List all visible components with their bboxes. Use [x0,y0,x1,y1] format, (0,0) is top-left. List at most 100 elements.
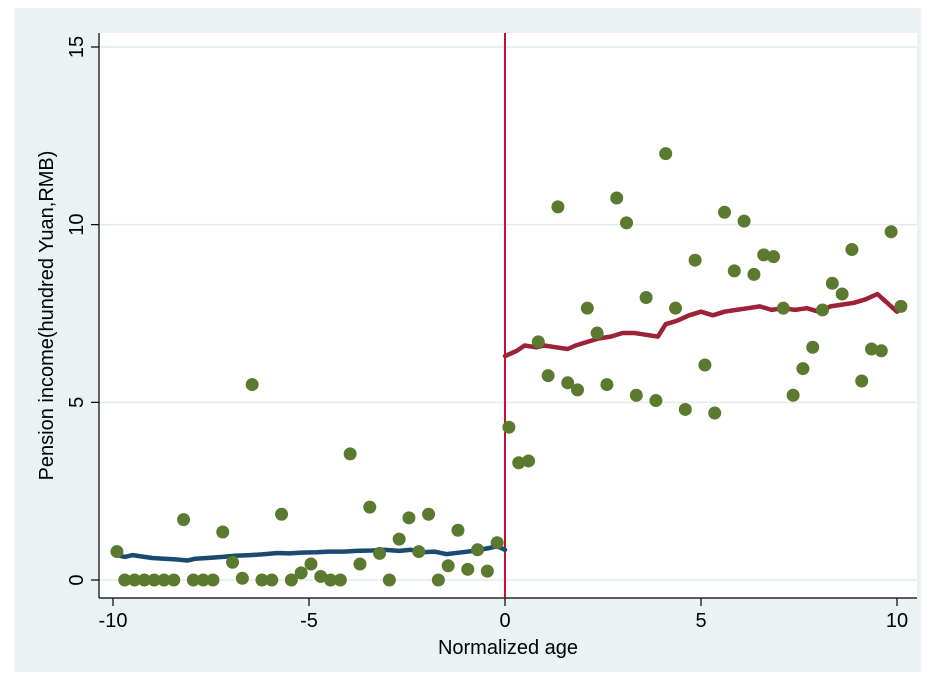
data-point [825,276,839,290]
data-point [157,573,171,587]
data-point [147,573,161,587]
data-point [216,525,230,539]
data-point [522,454,536,468]
x-tick-label: 0 [499,610,510,632]
data-point [235,571,249,585]
data-point [737,214,751,228]
data-point [767,250,781,264]
data-point [304,557,318,571]
data-point [461,562,475,576]
data-point [571,383,585,397]
data-point [884,225,898,239]
data-point [551,200,565,214]
y-tick-label: 15 [66,36,88,58]
y-tick-label: 0 [66,574,88,585]
data-point [502,420,516,434]
data-point [590,326,604,340]
data-point [284,573,298,587]
x-tick-label: -10 [99,610,128,632]
data-points [110,147,908,587]
data-point [333,573,347,587]
data-point [137,573,151,587]
axes [91,33,917,606]
y-axis-title: Pension income(hundred Yuan,RMB) [36,151,58,481]
x-tick-label: 5 [695,610,706,632]
x-axis-title: Normalized age [438,637,578,659]
data-point [382,573,396,587]
data-point [659,147,673,161]
data-point [678,402,692,416]
data-point [431,573,445,587]
data-point [580,301,594,315]
data-point [363,500,377,514]
data-point [747,267,761,281]
data-point [451,523,465,537]
x-tick-label: 10 [886,610,908,632]
x-tick-label: -5 [300,610,318,632]
data-point [314,569,328,583]
data-point [110,545,124,559]
data-point [471,543,485,557]
data-point [226,555,240,569]
data-point [649,394,663,408]
grid-lines [99,46,917,581]
data-point [245,378,259,392]
data-point [255,573,269,587]
data-point [490,536,504,550]
data-point [561,376,575,390]
data-point [688,253,702,267]
data-point [727,264,741,278]
data-point [373,546,387,560]
data-point [480,564,494,578]
data-point [512,456,526,470]
data-point [275,507,289,521]
data-point [669,301,683,315]
tick-labels: 0 5 10 15 -10 -5 0 5 10 [66,36,908,632]
right-fit-line [502,291,900,359]
data-point [835,287,849,301]
left-fit-line [114,543,508,563]
data-point [402,511,416,525]
data-point [531,335,545,349]
data-point [620,216,634,230]
data-point [610,191,624,205]
data-point [874,344,888,358]
data-point [845,243,859,257]
data-point [412,545,426,559]
plot-area [99,33,917,598]
data-point [816,303,830,317]
data-point [324,573,338,587]
data-point [118,573,132,587]
data-point [441,559,455,573]
data-point [294,566,308,580]
data-point [757,248,771,262]
data-point [796,362,810,376]
data-point [186,573,200,587]
data-point [865,342,879,356]
data-point [600,378,614,392]
data-point [167,573,181,587]
data-point [708,406,722,420]
y-tick-label: 5 [66,397,88,408]
data-point [806,340,820,354]
data-point [206,573,220,587]
data-point [541,369,555,383]
data-point [894,299,908,313]
data-point [855,374,869,388]
data-point [177,513,191,527]
data-point [392,532,406,546]
data-point [265,573,279,587]
data-point [128,573,142,587]
data-point [196,573,210,587]
data-point [698,358,712,372]
fit-lines [114,291,900,563]
data-point [629,388,643,402]
data-point [639,291,653,305]
data-point [786,388,800,402]
data-point [776,301,790,315]
data-point [422,507,436,521]
data-point [353,557,367,571]
data-point [343,447,357,461]
y-tick-label: 10 [66,214,88,236]
